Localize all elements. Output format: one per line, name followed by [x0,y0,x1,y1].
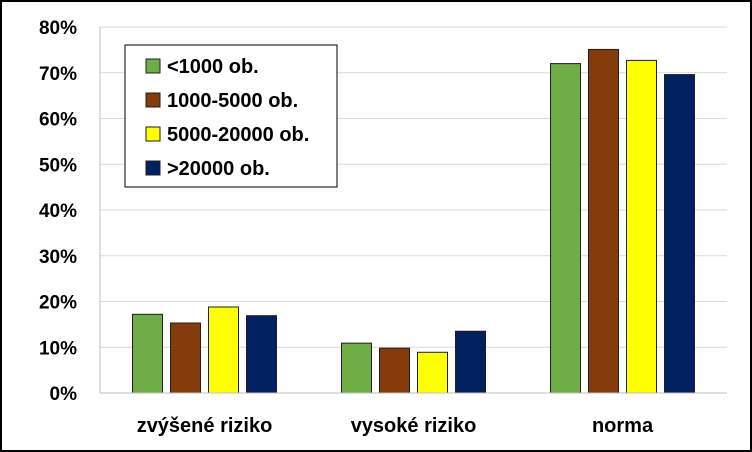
y-tick-label: 10% [39,338,77,359]
x-axis-categories: zvýšené riziko vysoké riziko norma [137,415,654,437]
x-category-label: vysoké riziko [351,415,477,437]
x-category-label: norma [592,415,654,437]
bar [550,63,581,394]
bar [208,306,239,394]
bar [455,330,486,394]
bars [132,48,695,394]
bar [626,59,657,394]
bar [379,347,410,394]
bar [132,313,163,394]
y-tick-label: 50% [39,155,77,176]
y-axis-ticks: 0% 10% 20% 30% 40% 50% 60% 70% 80% [39,18,77,405]
y-tick-label: 0% [50,384,78,405]
x-category-label: zvýšené riziko [137,415,273,437]
legend-swatch [145,126,161,142]
legend-label: <1000 ob. [167,56,259,78]
legend-swatch [145,160,161,176]
y-tick-label: 70% [39,64,77,85]
y-tick-label: 40% [39,201,77,222]
bar [417,351,448,394]
bar [341,342,372,394]
y-tick-label: 30% [39,247,77,268]
bar [664,74,695,394]
bar [246,315,277,394]
legend-swatch [145,92,161,108]
legend-label: 5000-20000 ob. [167,124,309,146]
y-tick-label: 60% [39,110,77,131]
bar [588,48,619,394]
y-tick-label: 20% [39,293,77,314]
legend-swatch [145,58,161,74]
axes [99,27,727,394]
y-tick-label: 80% [39,18,77,39]
legend-label: 1000-5000 ob. [167,90,298,112]
legend-label: >20000 ob. [167,158,270,180]
bar [170,322,201,394]
legend: <1000 ob. 1000-5000 ob. 5000-20000 ob. >200… [124,44,338,188]
